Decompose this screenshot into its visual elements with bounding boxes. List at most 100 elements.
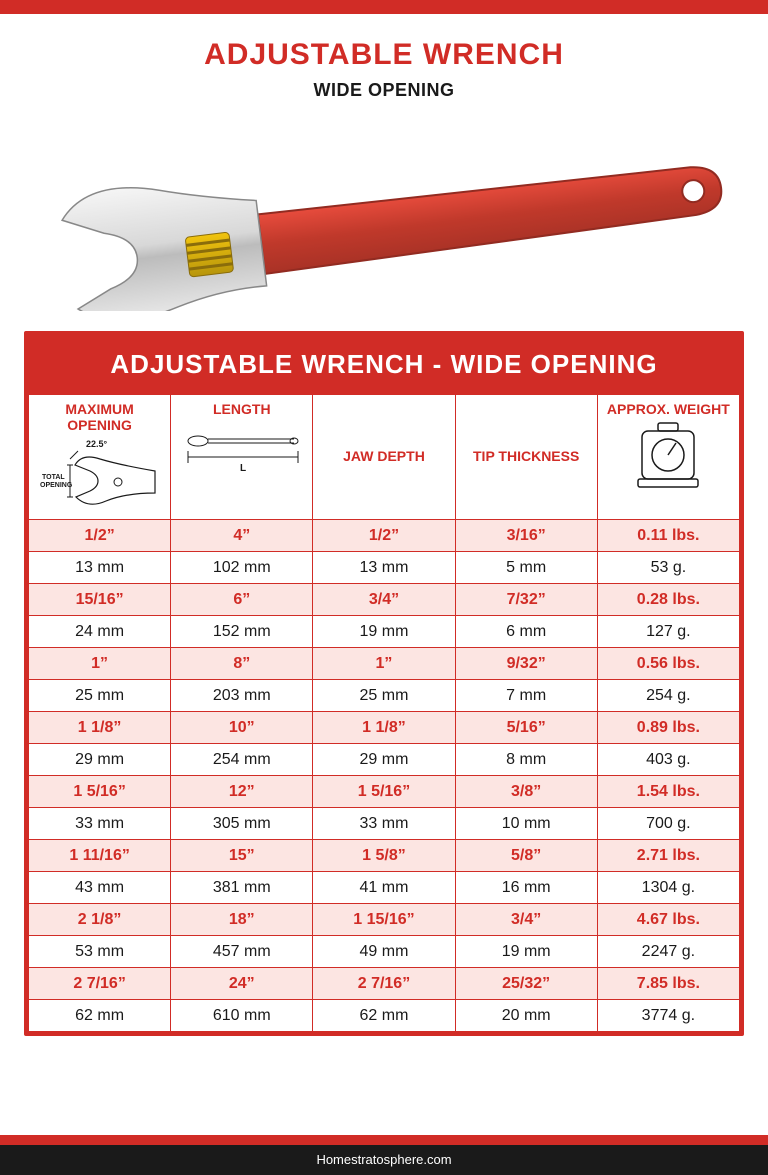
cell-imperial: 1” <box>313 648 455 680</box>
cell-metric: 127 g. <box>597 616 739 648</box>
cell-metric: 5 mm <box>455 552 597 584</box>
table-row: 43 mm381 mm41 mm16 mm1304 g. <box>29 872 740 904</box>
cell-metric: 29 mm <box>313 744 455 776</box>
cell-imperial: 2 7/16” <box>29 968 171 1000</box>
cell-metric: 2247 g. <box>597 936 739 968</box>
cell-metric: 41 mm <box>313 872 455 904</box>
cell-imperial: 9/32” <box>455 648 597 680</box>
cell-metric: 19 mm <box>313 616 455 648</box>
length-bar-icon: L <box>182 421 302 481</box>
table-row: 13 mm102 mm13 mm5 mm53 g. <box>29 552 740 584</box>
cell-imperial: 0.56 lbs. <box>597 648 739 680</box>
cell-metric: 13 mm <box>29 552 171 584</box>
cell-imperial: 1 1/8” <box>313 712 455 744</box>
cell-imperial: 4” <box>171 520 313 552</box>
cell-metric: 1304 g. <box>597 872 739 904</box>
cell-imperial: 12” <box>171 776 313 808</box>
table-row: 1”8”1”9/32”0.56 lbs. <box>29 648 740 680</box>
cell-metric: 403 g. <box>597 744 739 776</box>
table-row: 1 11/16”15”1 5/8”5/8”2.71 lbs. <box>29 840 740 872</box>
spec-table: MAXIMUM OPENING 22.5° TOTAL OPENING <box>28 394 740 1032</box>
col-header-weight: APPROX. WEIGHT <box>597 395 739 520</box>
cell-imperial: 8” <box>171 648 313 680</box>
svg-text:L: L <box>240 463 246 474</box>
table-row: 2 1/8”18”1 15/16”3/4”4.67 lbs. <box>29 904 740 936</box>
cell-metric: 7 mm <box>455 680 597 712</box>
cell-metric: 33 mm <box>29 808 171 840</box>
scale-icon <box>628 421 708 491</box>
table-row: 1 1/8”10”1 1/8”5/16”0.89 lbs. <box>29 712 740 744</box>
cell-metric: 19 mm <box>455 936 597 968</box>
col-header-tip-thickness: TIP THICKNESS <box>455 395 597 520</box>
cell-imperial: 3/4” <box>313 584 455 616</box>
cell-imperial: 1 15/16” <box>313 904 455 936</box>
table-title: ADJUSTABLE WRENCH - WIDE OPENING <box>28 335 740 394</box>
col-label: APPROX. WEIGHT <box>602 401 735 417</box>
cell-metric: 29 mm <box>29 744 171 776</box>
cell-metric: 10 mm <box>455 808 597 840</box>
cell-imperial: 0.89 lbs. <box>597 712 739 744</box>
cell-metric: 25 mm <box>313 680 455 712</box>
table-row: 1/2”4”1/2”3/16”0.11 lbs. <box>29 520 740 552</box>
cell-imperial: 25/32” <box>455 968 597 1000</box>
cell-imperial: 1 11/16” <box>29 840 171 872</box>
cell-imperial: 0.11 lbs. <box>597 520 739 552</box>
cell-metric: 381 mm <box>171 872 313 904</box>
cell-imperial: 1/2” <box>29 520 171 552</box>
svg-text:TOTAL: TOTAL <box>42 474 65 481</box>
col-label: JAW DEPTH <box>317 448 450 464</box>
cell-imperial: 2.71 lbs. <box>597 840 739 872</box>
cell-imperial: 1 5/8” <box>313 840 455 872</box>
col-label: LENGTH <box>175 401 308 417</box>
col-header-max-opening: MAXIMUM OPENING 22.5° TOTAL OPENING <box>29 395 171 520</box>
cell-metric: 13 mm <box>313 552 455 584</box>
cell-metric: 3774 g. <box>597 1000 739 1032</box>
cell-imperial: 10” <box>171 712 313 744</box>
cell-metric: 305 mm <box>171 808 313 840</box>
cell-imperial: 5/16” <box>455 712 597 744</box>
cell-imperial: 15” <box>171 840 313 872</box>
cell-metric: 254 g. <box>597 680 739 712</box>
cell-imperial: 1 5/16” <box>29 776 171 808</box>
top-accent-bar <box>0 0 768 14</box>
table-row: 2 7/16”24”2 7/16”25/32”7.85 lbs. <box>29 968 740 1000</box>
wrench-illustration <box>34 121 734 311</box>
cell-metric: 62 mm <box>313 1000 455 1032</box>
footer-accent <box>0 1135 768 1145</box>
cell-imperial: 1 5/16” <box>313 776 455 808</box>
table-row: 53 mm457 mm49 mm19 mm2247 g. <box>29 936 740 968</box>
table-row: 62 mm610 mm62 mm20 mm3774 g. <box>29 1000 740 1032</box>
spec-table-container: ADJUSTABLE WRENCH - WIDE OPENING MAXIMUM… <box>24 331 744 1036</box>
cell-imperial: 6” <box>171 584 313 616</box>
cell-metric: 203 mm <box>171 680 313 712</box>
cell-metric: 25 mm <box>29 680 171 712</box>
footer-credit: Homestratosphere.com <box>0 1145 768 1175</box>
table-body: 1/2”4”1/2”3/16”0.11 lbs.13 mm102 mm13 mm… <box>29 520 740 1032</box>
table-row: 25 mm203 mm25 mm7 mm254 g. <box>29 680 740 712</box>
col-label: MAXIMUM OPENING <box>33 401 166 433</box>
cell-imperial: 24” <box>171 968 313 1000</box>
table-row: 24 mm152 mm19 mm6 mm127 g. <box>29 616 740 648</box>
header: ADJUSTABLE WRENCH WIDE OPENING <box>0 14 768 111</box>
cell-imperial: 7/32” <box>455 584 597 616</box>
cell-metric: 62 mm <box>29 1000 171 1032</box>
cell-metric: 53 g. <box>597 552 739 584</box>
cell-imperial: 3/8” <box>455 776 597 808</box>
cell-imperial: 0.28 lbs. <box>597 584 739 616</box>
cell-metric: 152 mm <box>171 616 313 648</box>
cell-metric: 20 mm <box>455 1000 597 1032</box>
cell-metric: 254 mm <box>171 744 313 776</box>
cell-imperial: 1” <box>29 648 171 680</box>
cell-metric: 610 mm <box>171 1000 313 1032</box>
cell-imperial: 7.85 lbs. <box>597 968 739 1000</box>
cell-metric: 24 mm <box>29 616 171 648</box>
wrench-head-icon: 22.5° TOTAL OPENING <box>40 437 160 515</box>
cell-imperial: 3/16” <box>455 520 597 552</box>
cell-imperial: 5/8” <box>455 840 597 872</box>
cell-imperial: 15/16” <box>29 584 171 616</box>
cell-imperial: 3/4” <box>455 904 597 936</box>
cell-imperial: 2 1/8” <box>29 904 171 936</box>
page-title: ADJUSTABLE WRENCH <box>0 38 768 72</box>
cell-metric: 102 mm <box>171 552 313 584</box>
cell-metric: 53 mm <box>29 936 171 968</box>
